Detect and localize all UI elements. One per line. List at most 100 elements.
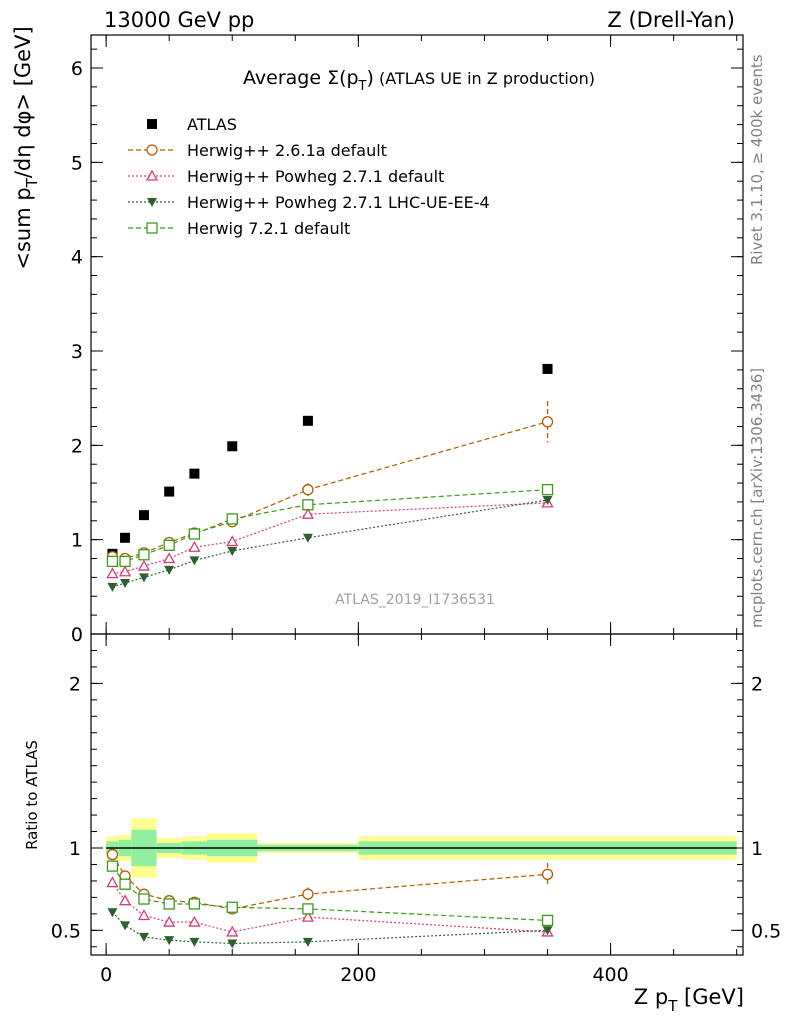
x-axis-label: Z pT [GeV] (634, 985, 744, 1015)
data-point (302, 533, 313, 543)
ratio-point (189, 937, 200, 947)
ratio-series-1 (106, 876, 554, 937)
ratio-point (138, 893, 150, 905)
legend-marker (147, 198, 157, 207)
main-y-axis-label: <sum pT/dη dφ> [GeV] (11, 26, 41, 269)
series-line (112, 502, 548, 575)
ratio-point (188, 915, 201, 927)
data-point (120, 532, 131, 543)
data-point (189, 468, 200, 479)
ratio-line (111, 854, 548, 910)
legend-item-2: Herwig++ Powheg 2.7.1 default (128, 167, 444, 186)
series-3 (107, 496, 553, 592)
ratio-point (302, 903, 314, 915)
ratio-point (118, 894, 132, 906)
ratio-line (111, 865, 548, 922)
data-point (541, 416, 554, 428)
data-point (226, 513, 238, 525)
data-point (138, 510, 149, 521)
ratio-point (107, 908, 118, 918)
legend-marker (146, 144, 158, 156)
ratio-y-axis-label: Ratio to ATLAS (23, 740, 41, 850)
main-plot-panel: 0 1 2 3 4 5 6 (71, 34, 744, 955)
watermark: ATLAS_2019_I1736531 (335, 592, 495, 608)
data-point (119, 555, 131, 568)
data-point (107, 582, 118, 592)
data-point (164, 486, 175, 497)
legend-label: Herwig++ Powheg 2.7.1 default (187, 167, 444, 186)
ratio-plot-panel: 0.5 0.5 1 1 2 2 0 200 400 (51, 633, 781, 986)
y-tick-label: 2 (71, 435, 83, 457)
ratio-point (542, 926, 553, 936)
data-point (164, 565, 175, 575)
ratio-y-tick-label-right: 2 (751, 673, 763, 695)
rivet-label: Rivet 3.1.10, ≥ 400k events (748, 54, 766, 265)
data-point (138, 573, 149, 583)
data-point (541, 484, 554, 496)
y-tick-label: 4 (71, 247, 83, 269)
ratio-point (226, 901, 238, 913)
series-4 (106, 484, 554, 568)
series-0 (107, 363, 553, 559)
series-line (112, 421, 548, 560)
data-point (301, 507, 315, 519)
legend: ATLAS Herwig++ 2.6.1a default Herwig++ Pow… (128, 115, 490, 238)
ratio-y-tick-label: 2 (69, 673, 81, 695)
ratio-point (138, 932, 149, 942)
ratio-point (106, 876, 119, 888)
data-point (138, 549, 150, 561)
ratio-plot-frame (90, 633, 744, 956)
series-line (112, 489, 548, 562)
legend-marker (145, 169, 159, 181)
legend-item-3: Herwig++ Powheg 2.7.1 LHC-UE-EE-4 (128, 193, 490, 212)
data-point (188, 528, 201, 540)
data-point (188, 540, 201, 552)
data-point (302, 415, 313, 426)
data-point (226, 535, 239, 547)
legend-marker (147, 119, 157, 129)
x-tick-label: 400 (592, 964, 628, 986)
x-tick-label: 200 (340, 964, 376, 986)
series-2 (106, 496, 554, 579)
ratio-point (227, 939, 238, 949)
legend-item-1: Herwig++ 2.6.1a default (128, 141, 387, 160)
data-point (542, 363, 553, 374)
data-point (302, 484, 314, 496)
ratio-y-tick-label: 1 (69, 838, 81, 860)
data-point (302, 499, 314, 511)
legend-label: Herwig++ Powheg 2.7.1 LHC-UE-EE-4 (187, 193, 490, 212)
legend-label: ATLAS (187, 115, 237, 134)
ratio-point (163, 898, 175, 910)
y-tick-label: 5 (71, 152, 83, 174)
ratio-point (541, 914, 554, 927)
ratio-y-tick-label-right: 1 (751, 838, 763, 860)
data-point (106, 555, 119, 568)
ratio-line (111, 882, 548, 933)
ratio-point (302, 888, 314, 900)
mcplots-label: mcplots.cern.ch [arXiv:1306.3436] (748, 368, 766, 628)
ratio-point (541, 868, 554, 880)
legend-label: Herwig 7.2.1 default (187, 219, 350, 238)
ratio-point (188, 898, 201, 910)
data-point (137, 559, 151, 571)
ratio-point (137, 909, 151, 921)
data-point (106, 567, 119, 579)
data-point (227, 441, 238, 452)
legend-marker (146, 222, 158, 234)
header-left: 13000 GeV pp (104, 8, 254, 32)
data-point (118, 565, 132, 577)
ratio-point (120, 921, 131, 931)
ratio-series-3 (106, 860, 554, 927)
header-right: Z (Drell-Yan) (607, 8, 735, 32)
main-title: Average Σ(pT) (ATLAS UE in Z production) (243, 67, 595, 94)
data-point (189, 556, 200, 566)
ratio-point (301, 910, 315, 922)
data-point (163, 552, 176, 564)
data-point (163, 539, 175, 551)
legend-item-0: ATLAS (147, 115, 237, 134)
ratio-point (119, 878, 131, 890)
y-tick-label: 3 (71, 341, 83, 363)
data-point (227, 546, 238, 556)
y-tick-label: 0 (71, 624, 83, 646)
series-1 (106, 401, 554, 565)
